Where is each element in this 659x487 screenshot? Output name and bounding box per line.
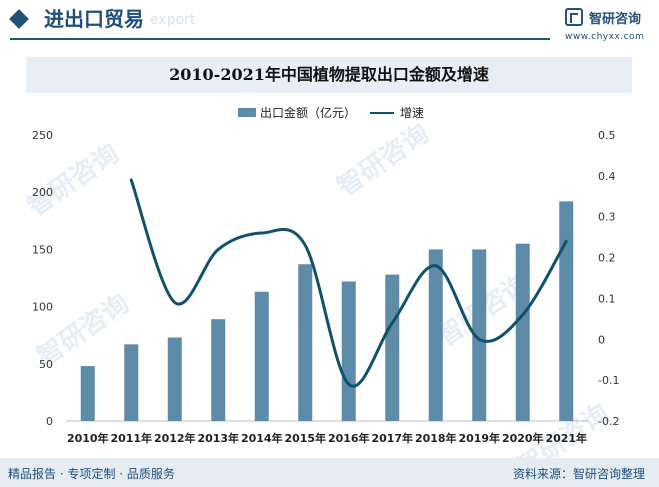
bar [167,337,182,421]
y-right-tick-label: -0.1 [598,374,619,387]
brand-name: 智研咨询 [589,12,642,27]
bar [124,344,139,421]
header-ghost-text: export [150,12,196,28]
bar [515,243,530,421]
footer-source: 资料来源：智研咨询整理 [512,467,645,481]
bar [211,319,226,421]
x-tick-label: 2012年 [154,431,196,445]
y-right-tick-label: 0.1 [598,292,616,305]
bar [472,249,487,421]
x-tick-label: 2018年 [415,431,457,445]
chart-title-band: 2010-2021年中国植物提取出口金额及增速 [26,57,632,93]
footer: 精品报告 · 专项定制 · 品质服务 资料来源：智研咨询整理 [0,458,659,487]
chart-title: 2010-2021年中国植物提取出口金额及增速 [169,65,489,84]
y-left-tick-label: 50 [39,358,53,371]
brand-url[interactable]: www.chyxx.com [565,32,645,42]
x-tick-label: 2017年 [371,431,413,445]
y-left-tick-label: 0 [46,415,53,428]
x-tick-label: 2014年 [241,431,283,445]
x-tick-label: 2015年 [284,431,326,445]
y-right-tick-label: 0 [598,333,605,346]
x-tick-label: 2019年 [458,431,500,445]
legend-bar-swatch [238,108,256,117]
bar [385,274,400,421]
y-right-tick-label: -0.2 [598,415,619,428]
page-title: 进出口贸易 [44,7,144,31]
x-tick-label: 2021年 [545,431,587,445]
x-tick-label: 2016年 [328,431,370,445]
x-tick-label: 2010年 [67,431,109,445]
bar [298,264,313,421]
y-left-tick-label: 250 [32,129,53,142]
y-right-tick-label: 0.2 [598,252,616,265]
y-left-tick-label: 200 [32,186,53,199]
chart-legend: 出口金额（亿元） 增速 [0,103,659,121]
header-divider [10,38,550,40]
footer-slogan: 精品报告 · 专项定制 · 品质服务 [8,467,175,481]
x-tick-label: 2013年 [197,431,239,445]
x-tick-label: 2020年 [502,431,544,445]
y-right-tick-label: 0.4 [598,170,616,183]
y-left-tick-label: 100 [32,301,53,314]
bar [341,281,356,421]
legend-line-label: 增速 [400,106,425,120]
growth-rate-line [129,178,568,388]
brand-logo-icon [565,8,583,26]
brand-logo[interactable]: 智研咨询 www.chyxx.com [565,6,655,42]
y-right-tick-label: 0.5 [598,129,616,142]
legend-line-swatch [370,112,394,114]
y-left-tick-label: 150 [32,243,53,256]
header: 进出口贸易 export [0,0,659,40]
bar [559,201,574,421]
y-right-tick-label: 0.3 [598,211,616,224]
bar [428,249,443,421]
bar [254,291,269,421]
legend-bar-label: 出口金额（亿元） [260,106,357,120]
bar [80,366,95,421]
x-tick-label: 2011年 [110,431,152,445]
